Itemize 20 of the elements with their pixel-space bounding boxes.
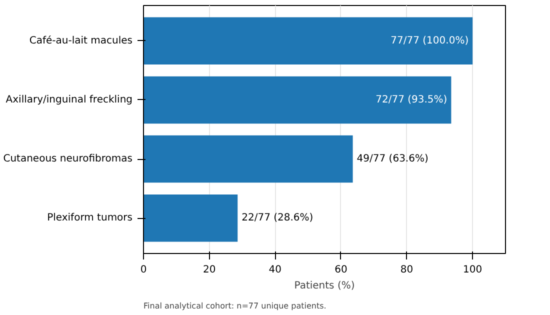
y-tick-label: Axillary/inguinal freckling: [6, 94, 132, 106]
x-tick-label: 60: [334, 264, 348, 276]
x-tick-label: 40: [268, 264, 282, 276]
data-label: 72/77 (93.5%): [376, 94, 448, 106]
text: Final analytical cohort: n=77 unique patients.: [144, 302, 326, 310]
bar: [144, 17, 473, 65]
bar: [144, 76, 452, 124]
data-label: 77/77 (100.0%): [390, 35, 469, 46]
x-tick-label: 0: [140, 264, 147, 276]
y-tick-label: Cutaneous neurofibromas: [3, 154, 133, 165]
x-axis-title: Patients (%): [294, 280, 355, 292]
bar: [144, 135, 353, 183]
x-tick-label: 20: [202, 264, 216, 276]
data-label: 49/77 (63.6%): [356, 154, 428, 165]
bar: [144, 194, 238, 242]
y-tick-label: Café-au-lait macules: [29, 35, 133, 46]
data-label: 22/77 (28.6%): [242, 212, 314, 224]
y-tick-label: Plexiform tumors: [47, 212, 133, 224]
x-tick-label: 80: [400, 264, 414, 276]
x-tick-label: 100: [463, 264, 482, 276]
